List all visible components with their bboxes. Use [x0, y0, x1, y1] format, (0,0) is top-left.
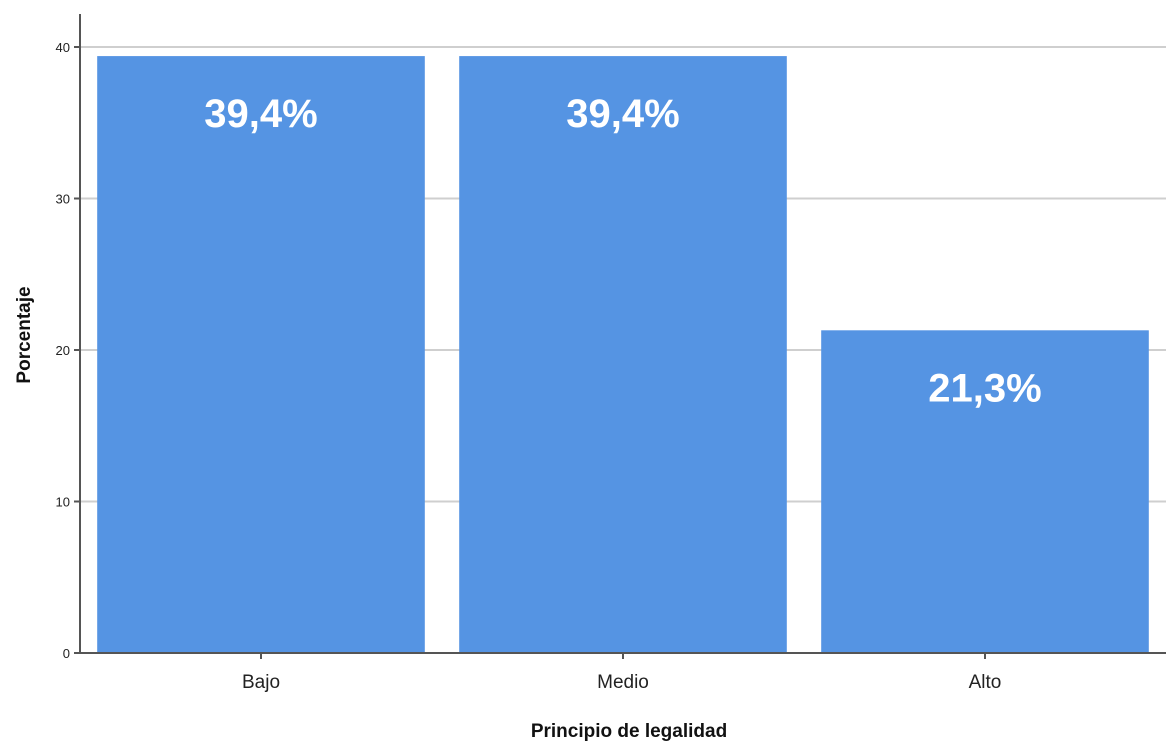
x-axis-ticks: Bajo Medio Alto — [242, 653, 1001, 693]
y-tick-label: 0 — [63, 646, 70, 661]
data-label-bajo: 39,4% — [204, 92, 317, 136]
bar-alto — [821, 330, 1149, 653]
y-axis-title: Porcentaje — [14, 286, 35, 383]
x-tick-label-bajo: Bajo — [242, 672, 280, 693]
data-labels: 39,4% 39,4% 21,3% — [204, 92, 1041, 410]
bar-medio — [459, 56, 787, 653]
data-label-alto: 21,3% — [928, 366, 1041, 410]
y-tick-label: 10 — [56, 495, 70, 510]
y-tick-label: 20 — [56, 343, 70, 358]
x-axis-title: Principio de legalidad — [531, 721, 727, 742]
bars — [97, 56, 1149, 653]
x-tick-label-medio: Medio — [597, 672, 649, 693]
bar-bajo — [97, 56, 425, 653]
y-axis-ticks: 0 10 20 30 40 — [56, 40, 80, 661]
y-tick-label: 30 — [56, 192, 70, 207]
data-label-medio: 39,4% — [566, 92, 679, 136]
y-tick-label: 40 — [56, 40, 70, 55]
x-tick-label-alto: Alto — [969, 672, 1002, 693]
